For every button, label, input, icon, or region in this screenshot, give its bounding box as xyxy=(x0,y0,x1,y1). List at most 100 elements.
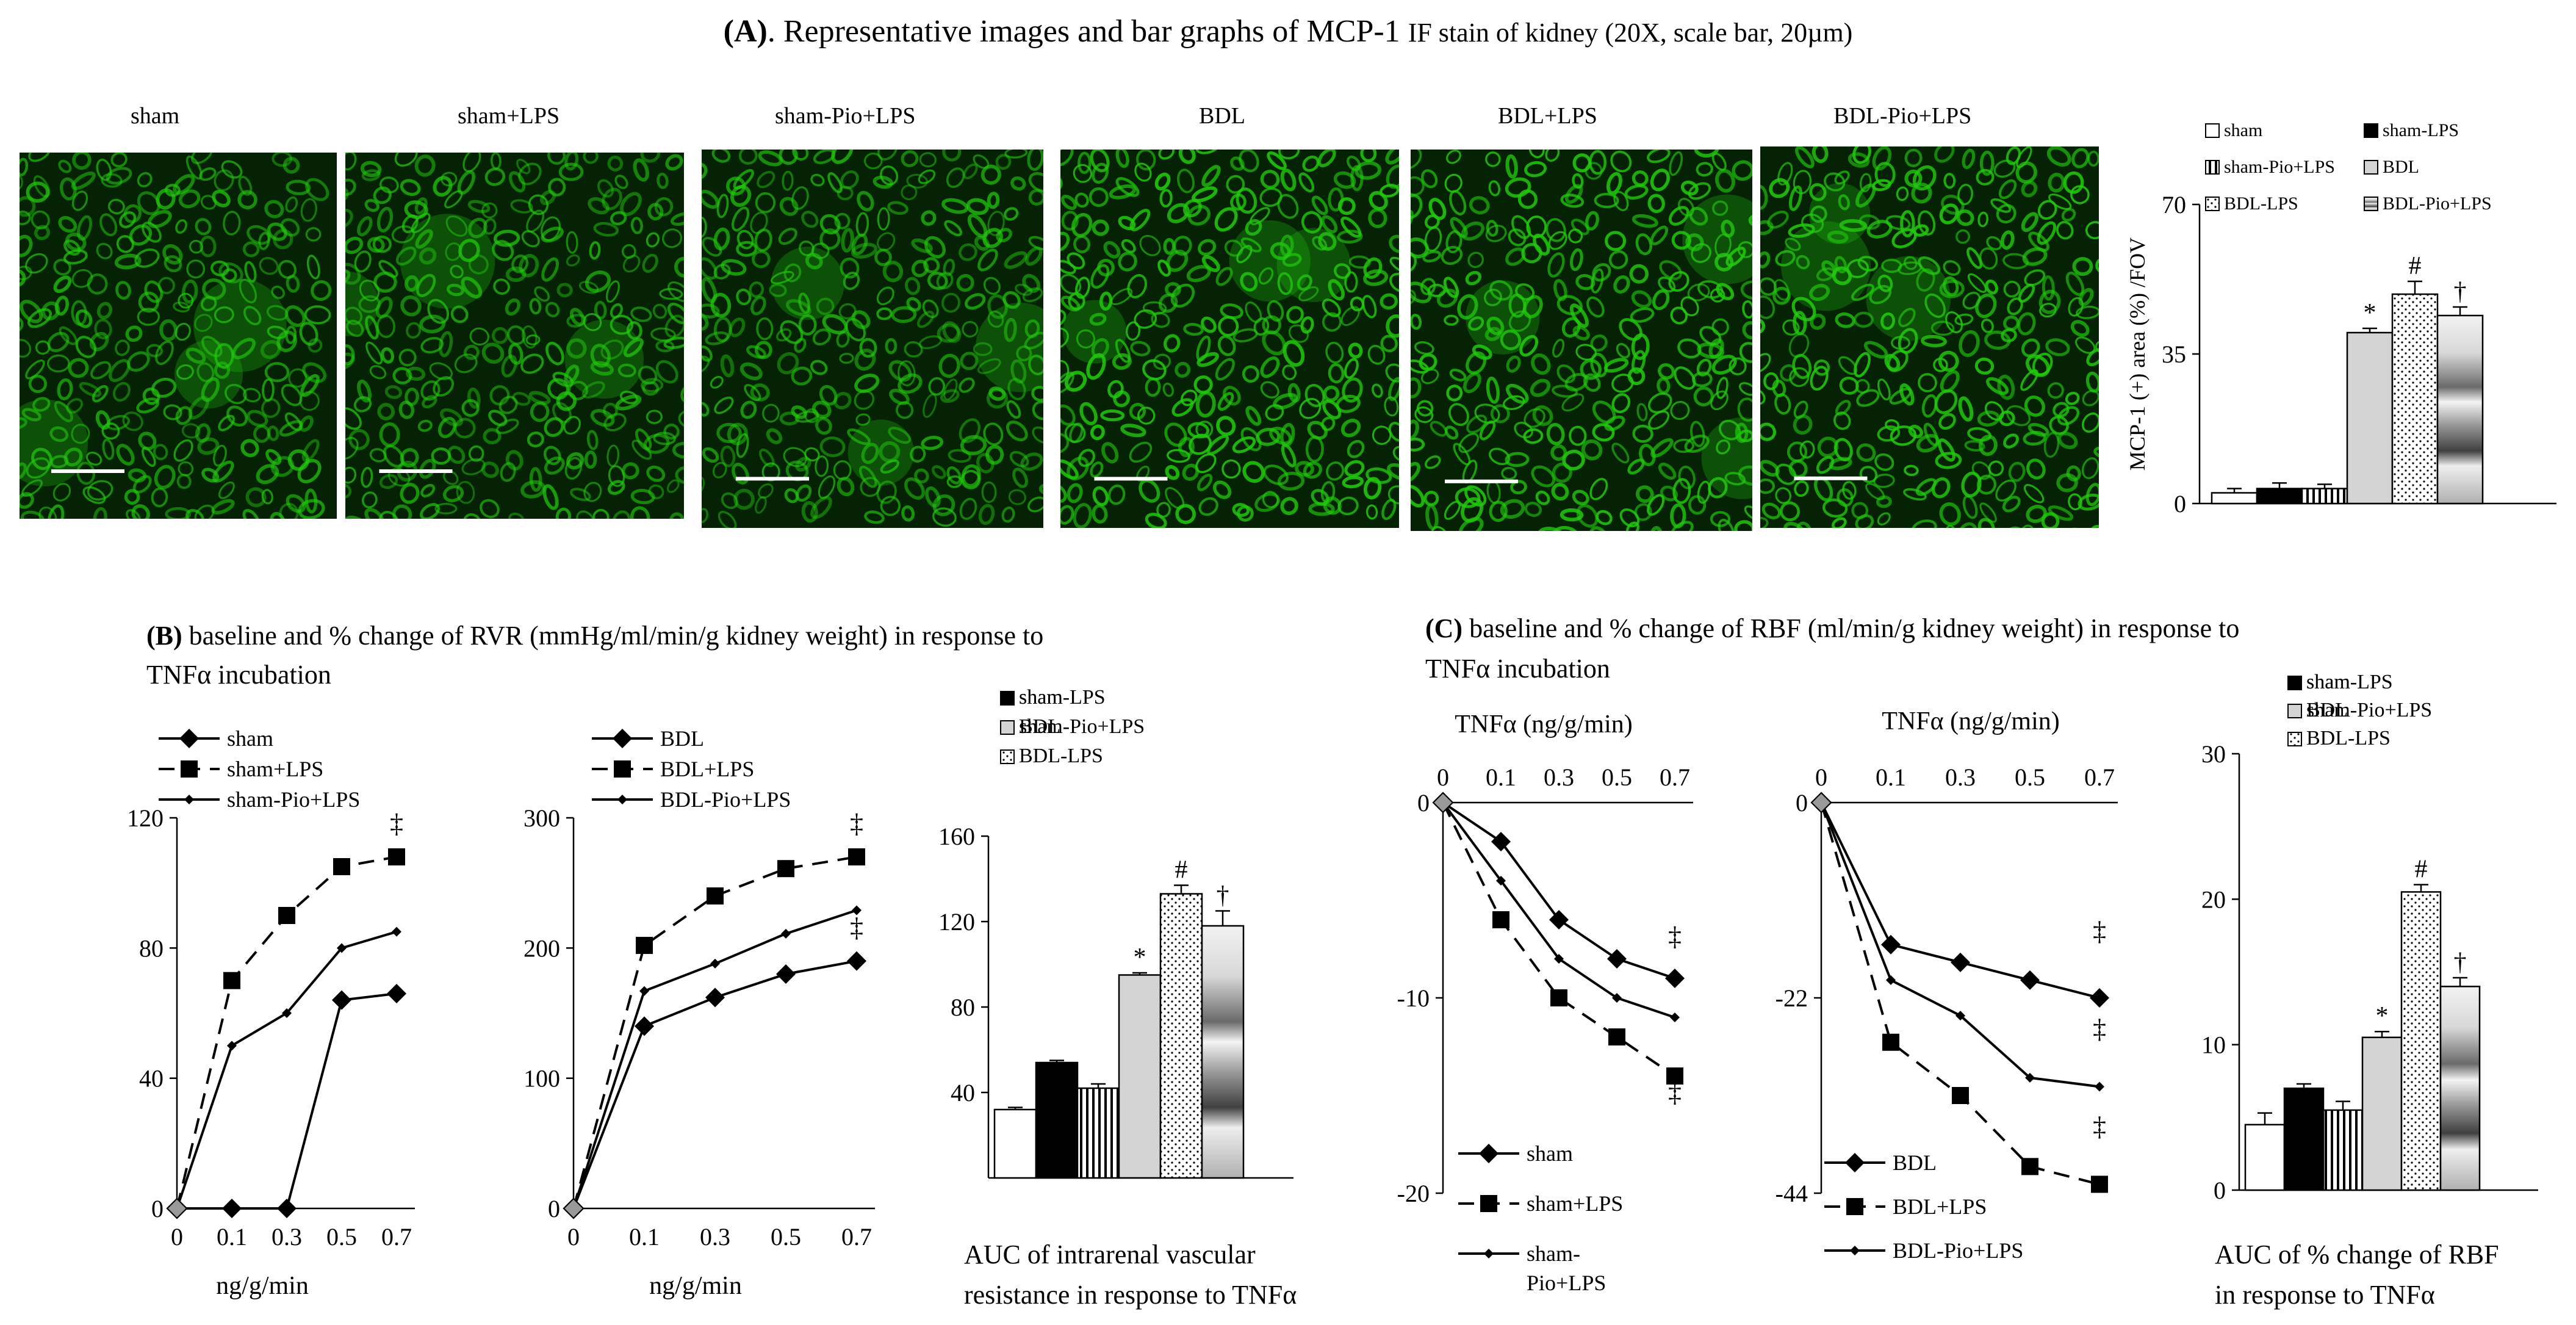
legend-label: BDL xyxy=(660,726,704,751)
legend-swatch xyxy=(2364,160,2378,175)
series-line xyxy=(1820,802,2100,1088)
significance-mark: ‡ xyxy=(2093,916,2106,946)
series-line xyxy=(177,992,397,1210)
significance-mark: ‡ xyxy=(1668,1078,1682,1108)
legend-swatch xyxy=(1000,749,1015,764)
significance-mark: † xyxy=(2454,948,2467,977)
x-tick-label: 0.3 xyxy=(700,1223,730,1251)
y-tick-label: 80 xyxy=(139,934,164,962)
y-tick-label: 300 xyxy=(523,804,560,832)
x-tick-label: 0 xyxy=(171,1223,183,1251)
panel-c-auc-caption-line1: AUC of % change of RBF xyxy=(2215,1240,2499,1269)
data-point xyxy=(1810,792,1832,814)
data-point xyxy=(777,860,794,878)
y-tick-label: 120 xyxy=(127,804,164,832)
legend-swatch xyxy=(2364,197,2378,211)
x-axis-label: TNFα (ng/g/min) xyxy=(1455,710,1633,738)
legend-swatch xyxy=(2287,704,2302,718)
bar xyxy=(1035,1061,1079,1179)
significance-mark: ‡ xyxy=(2093,1014,2106,1044)
data-point xyxy=(1607,949,1627,969)
data-point xyxy=(1670,1013,1680,1022)
data-point xyxy=(2021,1158,2038,1175)
legend-label: sham-Pio+LPS xyxy=(2224,157,2335,177)
x-tick-label: 0.3 xyxy=(272,1223,302,1251)
series-line xyxy=(1442,802,1676,1077)
data-point xyxy=(1550,989,1567,1006)
significance-mark: # xyxy=(2409,252,2422,280)
micrograph-texture xyxy=(1060,150,1399,528)
data-point xyxy=(333,858,350,875)
x-tick-label: 0.5 xyxy=(1602,764,1632,791)
x-tick-label: 0.5 xyxy=(2015,764,2045,791)
legend-label: BDL xyxy=(1893,1150,1937,1175)
panel-c-title-line1: (C) baseline and % change of RBF (ml/min… xyxy=(1425,613,2239,644)
micrograph-label-bdl: BDL xyxy=(1199,103,1245,129)
data-point xyxy=(222,1199,242,1218)
x-axis-label: ng/g/min xyxy=(216,1272,309,1300)
significance-mark: # xyxy=(2415,856,2428,884)
legend-label: sham-Pio+LPS xyxy=(2306,699,2432,721)
data-point xyxy=(639,986,649,996)
data-point xyxy=(1612,993,1622,1003)
data-point xyxy=(1882,1033,1899,1051)
y-tick-label: 10 xyxy=(2201,1031,2226,1059)
x-tick-label: 0.7 xyxy=(381,1223,412,1251)
y-tick-label: 160 xyxy=(938,823,975,850)
legend-swatch xyxy=(2205,197,2220,211)
x-tick-label: 0.1 xyxy=(629,1223,660,1251)
legend-label: sham-Pio+LPS xyxy=(227,787,360,812)
panel-b-title-line1: (B) baseline and % change of RVR (mmHg/m… xyxy=(146,620,1043,651)
y-tick-label: 0 xyxy=(548,1195,560,1222)
series-line xyxy=(1442,801,1675,980)
legend-label: sham xyxy=(227,726,273,751)
micrograph-sham-pio-lps xyxy=(702,150,1043,528)
panel-a-title: (A). Representative images and bar graph… xyxy=(0,13,2576,49)
bar xyxy=(2322,1109,2364,1191)
bar xyxy=(2244,1124,2286,1191)
data-point xyxy=(707,887,724,904)
bar xyxy=(2361,1036,2403,1191)
legend-label: BDL-Pio+LPS xyxy=(1893,1238,2023,1263)
legend-label: Pio+LPS xyxy=(1527,1271,1606,1295)
legend-label: BDL-Pio+LPS xyxy=(660,787,791,812)
bar xyxy=(2256,488,2303,505)
y-tick-label: 0 xyxy=(2214,1177,2226,1204)
data-point xyxy=(179,729,199,748)
panel-b-auc-caption-line2: resistance in response to TNFα xyxy=(964,1280,1297,1310)
data-point xyxy=(617,795,627,804)
data-point xyxy=(1845,1153,1865,1172)
legend-swatch xyxy=(2205,160,2220,175)
data-point xyxy=(166,1197,188,1219)
significance-mark: * xyxy=(2364,299,2376,327)
significance-mark: † xyxy=(1217,882,1229,910)
bar xyxy=(1076,1087,1120,1179)
bar xyxy=(2400,891,2442,1191)
panel-a-title-small: IF stain of kidney (20X, scale bar, 20µm… xyxy=(1408,18,1853,48)
data-point xyxy=(2020,970,2040,990)
data-point xyxy=(392,926,401,937)
data-point xyxy=(1665,969,1685,988)
bar xyxy=(2211,492,2258,505)
significance-mark: ‡ xyxy=(390,809,403,839)
significance-mark: ‡ xyxy=(2093,1111,2106,1141)
micrograph-label-bdl-lps: BDL+LPS xyxy=(1498,103,1597,129)
legend-swatch xyxy=(1000,720,1015,735)
chart-b-rvr-bdl-line: BDL BDL+LPS BDL-Pio+LPS 0 100 200 300 0 0.1 0.3 0.… xyxy=(523,726,875,1300)
legend-label: sham xyxy=(1019,686,1063,709)
micrograph-bdl-lps xyxy=(1411,150,1752,531)
x-tick-label: 0.5 xyxy=(326,1223,357,1251)
legend-label: BDL xyxy=(2383,157,2419,177)
legend-swatch xyxy=(2364,123,2378,138)
series-line xyxy=(1820,802,2100,1186)
data-point xyxy=(1850,1246,1860,1255)
y-tick-label: 120 xyxy=(938,908,975,936)
legend-label: sham-LPS xyxy=(1019,686,1106,709)
data-point xyxy=(388,848,405,865)
x-tick-label: 0.5 xyxy=(771,1223,801,1251)
x-tick-label: 0.7 xyxy=(1660,764,1690,791)
significance-mark: * xyxy=(2376,1002,2389,1030)
data-point xyxy=(1491,832,1511,851)
micrograph-texture xyxy=(20,153,337,519)
legend-swatch xyxy=(1000,691,1015,706)
